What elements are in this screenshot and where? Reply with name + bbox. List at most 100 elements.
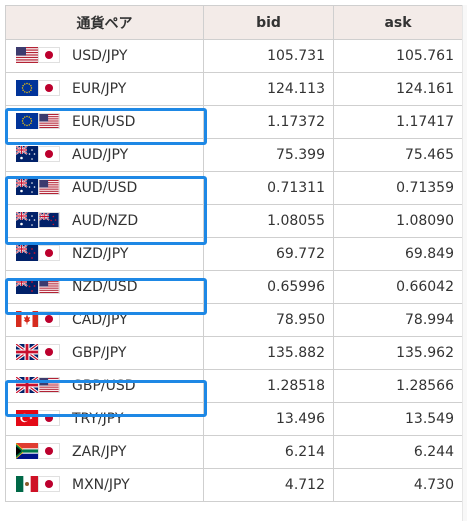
au-flag-icon (16, 179, 38, 195)
pair-label: AUD/USD (72, 180, 138, 196)
table-row[interactable]: GBP/JPY 135.882 135.962 (5, 336, 463, 370)
bid-cell: 69.772 (203, 237, 334, 271)
gb-flag-icon (16, 377, 38, 393)
pair-flags (12, 276, 70, 298)
table-row[interactable]: TRY/JPY 13.496 13.549 (5, 402, 463, 436)
nz-flag-icon (38, 212, 60, 228)
table-row[interactable]: CAD/JPY 78.950 78.994 (5, 303, 463, 337)
ask-cell: 0.71359 (333, 171, 463, 205)
pair-flags (12, 45, 70, 67)
pair-flags (12, 144, 70, 166)
ask-cell: 124.161 (333, 72, 463, 106)
ask-cell: 105.761 (333, 39, 463, 73)
bid-cell: 1.28518 (203, 369, 334, 403)
pair-cell: USD/JPY (5, 39, 204, 73)
pair-label: TRY/JPY (72, 411, 124, 427)
ask-cell: 78.994 (333, 303, 463, 337)
ask-cell: 4.730 (333, 468, 463, 502)
table-row[interactable]: AUD/USD 0.71311 0.71359 (5, 171, 463, 205)
ask-cell: 69.849 (333, 237, 463, 271)
table-header-row: 通貨ペア bid ask (5, 5, 463, 40)
us-flag-icon (16, 47, 38, 63)
pair-label: GBP/USD (72, 378, 136, 394)
us-flag-icon (38, 179, 60, 195)
table-row[interactable]: USD/JPY 105.731 105.761 (5, 39, 463, 73)
table-row[interactable]: AUD/JPY 75.399 75.465 (5, 138, 463, 172)
pair-flags (12, 243, 70, 265)
ask-cell: 13.549 (333, 402, 463, 436)
pair-flags (12, 309, 70, 331)
bid-cell: 0.71311 (203, 171, 334, 205)
bid-cell: 1.17372 (203, 105, 334, 139)
pair-cell: NZD/USD (5, 270, 204, 304)
jp-flag-icon (38, 80, 60, 96)
currency-rate-table: 通貨ペア bid ask USD/JPY 105.731 105.761 EUR/JP… (5, 5, 463, 502)
pair-cell: AUD/NZD (5, 204, 204, 238)
column-header-bid: bid (203, 5, 334, 40)
column-header-pair: 通貨ペア (5, 5, 204, 40)
pair-label: NZD/JPY (72, 246, 129, 262)
eu-flag-icon (16, 113, 38, 129)
ask-cell: 1.17417 (333, 105, 463, 139)
bid-cell: 1.08055 (203, 204, 334, 238)
pair-flags (12, 78, 70, 100)
ca-flag-icon (16, 311, 38, 327)
ask-cell: 1.28566 (333, 369, 463, 403)
table-row[interactable]: NZD/USD 0.65996 0.66042 (5, 270, 463, 304)
pair-label: MXN/JPY (72, 477, 130, 493)
pair-flags (12, 408, 70, 430)
pair-cell: GBP/JPY (5, 336, 204, 370)
pair-flags (12, 177, 70, 199)
jp-flag-icon (38, 410, 60, 426)
mx-flag-icon (16, 476, 38, 492)
au-flag-icon (16, 212, 38, 228)
pair-label: EUR/USD (72, 114, 136, 130)
pair-cell: GBP/USD (5, 369, 204, 403)
bid-cell: 75.399 (203, 138, 334, 172)
tr-flag-icon (16, 410, 38, 426)
pair-label: NZD/USD (72, 279, 138, 295)
scrollbar-track[interactable] (462, 5, 467, 521)
pair-cell: CAD/JPY (5, 303, 204, 337)
pair-label: AUD/JPY (72, 147, 129, 163)
pair-cell: TRY/JPY (5, 402, 204, 436)
us-flag-icon (38, 377, 60, 393)
jp-flag-icon (38, 476, 60, 492)
pair-cell: MXN/JPY (5, 468, 204, 502)
table-row[interactable]: ZAR/JPY 6.214 6.244 (5, 435, 463, 469)
table-row[interactable]: EUR/USD 1.17372 1.17417 (5, 105, 463, 139)
pair-flags (12, 474, 70, 496)
pair-cell: AUD/USD (5, 171, 204, 205)
jp-flag-icon (38, 443, 60, 459)
pair-flags (12, 210, 70, 232)
pair-label: USD/JPY (72, 48, 128, 64)
ask-cell: 135.962 (333, 336, 463, 370)
bid-cell: 78.950 (203, 303, 334, 337)
pair-flags (12, 441, 70, 463)
pair-cell: EUR/USD (5, 105, 204, 139)
pair-label: EUR/JPY (72, 81, 127, 97)
pair-flags (12, 342, 70, 364)
nz-flag-icon (16, 278, 38, 294)
bid-cell: 135.882 (203, 336, 334, 370)
pair-flags (12, 375, 70, 397)
ask-cell: 75.465 (333, 138, 463, 172)
jp-flag-icon (38, 344, 60, 360)
za-flag-icon (16, 443, 38, 459)
table-row[interactable]: EUR/JPY 124.113 124.161 (5, 72, 463, 106)
pair-cell: AUD/JPY (5, 138, 204, 172)
pair-label: GBP/JPY (72, 345, 127, 361)
bid-cell: 4.712 (203, 468, 334, 502)
table-row[interactable]: AUD/NZD 1.08055 1.08090 (5, 204, 463, 238)
table-row[interactable]: GBP/USD 1.28518 1.28566 (5, 369, 463, 403)
bid-cell: 105.731 (203, 39, 334, 73)
bid-cell: 13.496 (203, 402, 334, 436)
table-row[interactable]: NZD/JPY 69.772 69.849 (5, 237, 463, 271)
table-row[interactable]: MXN/JPY 4.712 4.730 (5, 468, 463, 502)
au-flag-icon (16, 146, 38, 162)
bid-cell: 6.214 (203, 435, 334, 469)
bid-cell: 124.113 (203, 72, 334, 106)
pair-cell: ZAR/JPY (5, 435, 204, 469)
gb-flag-icon (16, 344, 38, 360)
